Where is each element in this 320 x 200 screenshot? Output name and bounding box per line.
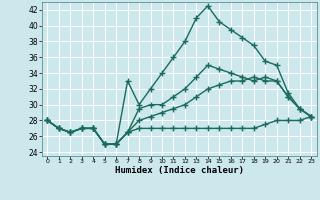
X-axis label: Humidex (Indice chaleur): Humidex (Indice chaleur) — [115, 166, 244, 175]
